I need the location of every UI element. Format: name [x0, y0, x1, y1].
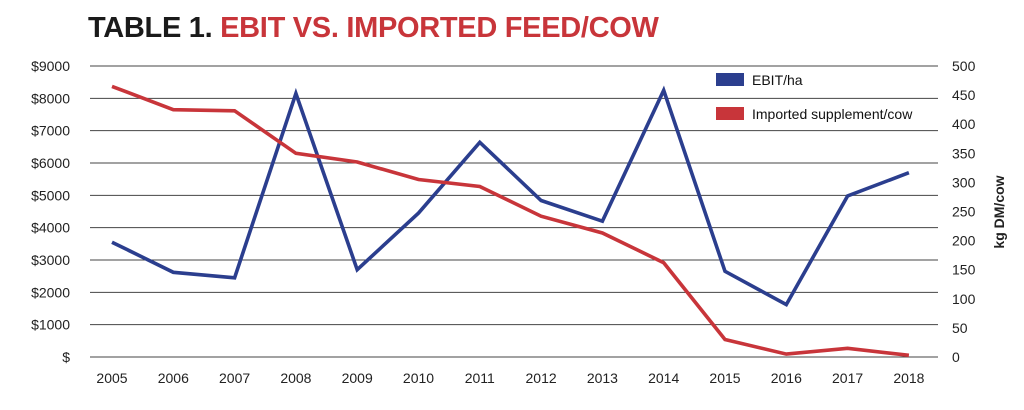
x-tick-label: 2007	[219, 370, 250, 386]
x-tick-label: 2013	[587, 370, 618, 386]
x-tick-label: 2015	[709, 370, 740, 386]
left-tick-label: $6000	[31, 155, 70, 171]
right-tick-label: 150	[952, 262, 976, 278]
left-tick-label: $7000	[31, 123, 70, 139]
right-tick-label: 500	[952, 58, 976, 74]
right-tick-label: 300	[952, 174, 976, 190]
right-tick-label: 350	[952, 145, 976, 161]
x-tick-label: 2017	[832, 370, 863, 386]
right-tick-label: 200	[952, 233, 976, 249]
left-tick-label: $8000	[31, 90, 70, 106]
right-tick-label: 0	[952, 349, 960, 365]
title-lead: TABLE 1.	[88, 12, 213, 44]
title-rest: EBIT VS. IMPORTED FEED/COW	[220, 12, 659, 44]
x-tick-label: 2012	[526, 370, 557, 386]
grid-lines	[90, 65, 938, 358]
x-tick-label: 2009	[342, 370, 373, 386]
right-tick-label: 50	[952, 320, 968, 336]
series-lines	[111, 84, 910, 358]
left-tick-label: $5000	[31, 187, 70, 203]
right-tick-label: 250	[952, 204, 976, 220]
legend-swatch-ebit	[716, 73, 744, 86]
series-line-supplement	[111, 84, 910, 358]
left-tick-label: $9000	[31, 58, 70, 74]
x-axis-ticks: 2005 2006 2007 2008 2009 2010 2011 2012 2013 2014…	[96, 370, 924, 386]
left-axis-ticks: $ $1000 $2000 $3000 $4000 $5000 $6000 $7000 $800…	[31, 58, 70, 365]
right-axis-ticks: 0 50 100 150 200 250 300 350 400 450 500	[952, 58, 976, 365]
left-tick-label: $1000	[31, 317, 70, 333]
series-line-ebit	[111, 85, 910, 308]
chart-title: TABLE 1. EBIT VS. IMPORTED FEED/COW	[88, 12, 659, 45]
left-tick-label: $3000	[31, 252, 70, 268]
x-tick-label: 2008	[280, 370, 311, 386]
left-tick-label: $	[62, 349, 70, 365]
x-tick-label: 2018	[893, 370, 924, 386]
right-tick-label: 400	[952, 116, 976, 132]
left-tick-label: $2000	[31, 284, 70, 300]
left-tick-label: $4000	[31, 220, 70, 236]
legend-swatch-supplement	[716, 107, 744, 120]
x-tick-label: 2014	[648, 370, 679, 386]
right-tick-label: 100	[952, 291, 976, 307]
x-tick-label: 2005	[96, 370, 127, 386]
x-tick-label: 2011	[465, 370, 495, 386]
right-tick-label: 450	[952, 87, 976, 103]
legend-label-ebit: EBIT/ha	[752, 72, 803, 88]
legend: EBIT/ha Imported supplement/cow	[716, 72, 913, 122]
right-axis-label: kg DM/cow	[991, 175, 1007, 248]
x-tick-label: 2006	[158, 370, 189, 386]
x-tick-label: 2010	[403, 370, 434, 386]
legend-label-supplement: Imported supplement/cow	[752, 106, 913, 122]
x-tick-label: 2016	[771, 370, 802, 386]
